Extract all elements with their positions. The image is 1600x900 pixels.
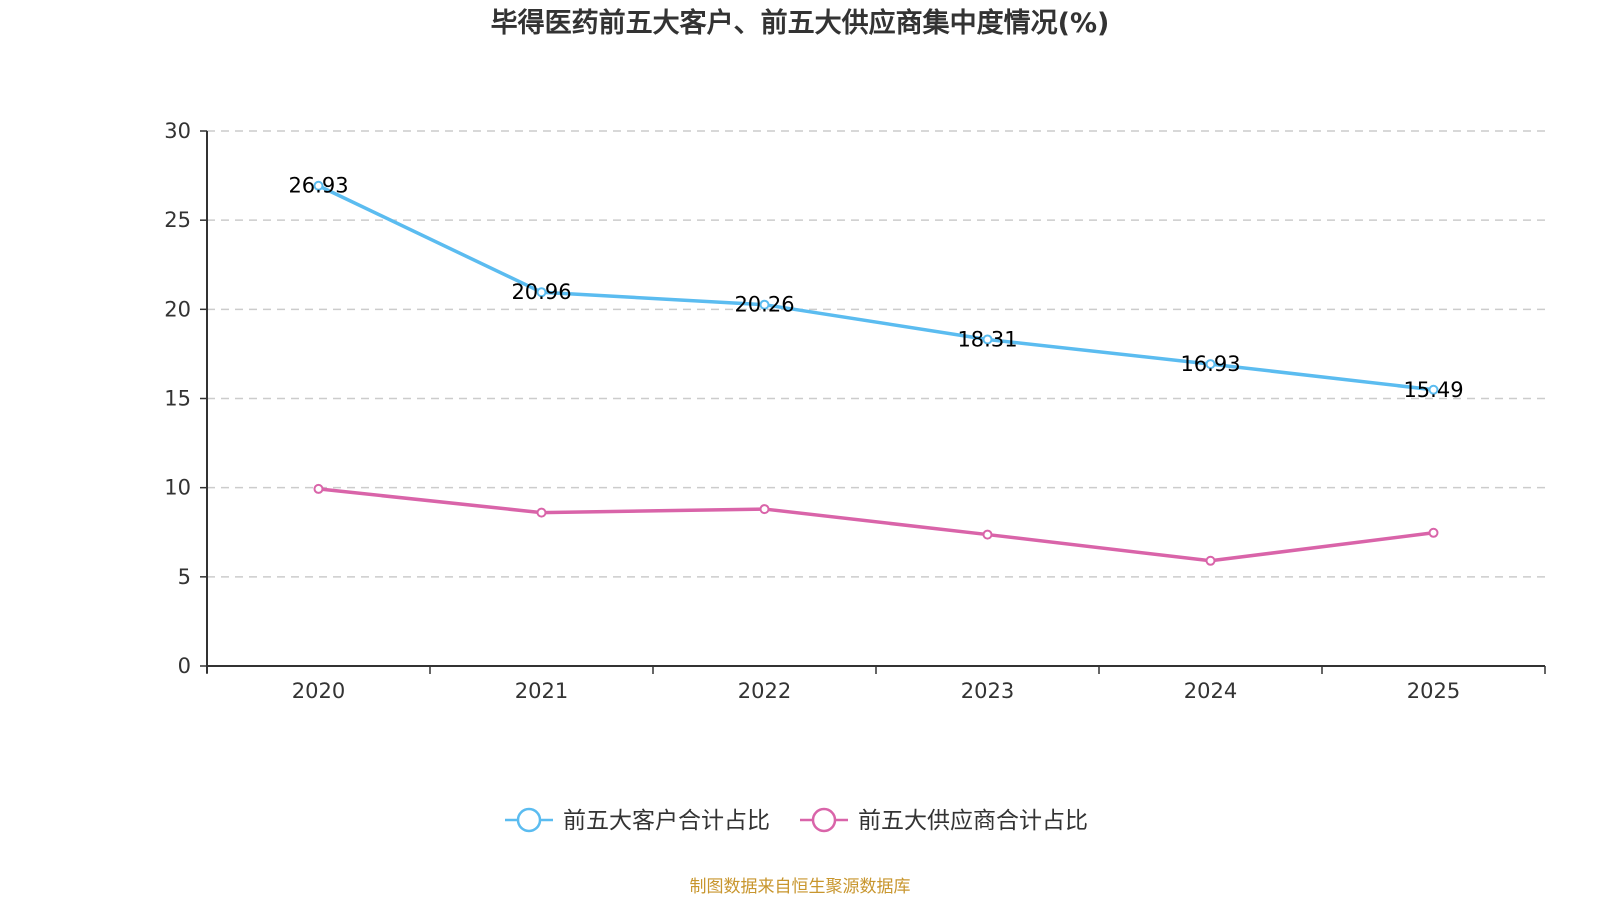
data-point <box>982 334 993 345</box>
x-tick-label: 2020 <box>292 679 345 703</box>
data-point <box>536 287 547 298</box>
legend-item[interactable]: 前五大供应商合计占比 <box>800 807 1088 834</box>
data-point <box>1205 359 1216 370</box>
data-labels: 26.93 20.96 20.26 18.31 16.93 15.49 <box>288 174 1463 402</box>
data-point <box>759 299 770 310</box>
y-tick-label: 5 <box>178 565 191 589</box>
x-tick-label: 2021 <box>515 679 568 703</box>
data-point <box>313 180 324 191</box>
gridlines <box>207 130 1545 578</box>
legend-label: 前五大供应商合计占比 <box>858 808 1088 834</box>
series-line <box>317 184 1434 392</box>
data-point <box>1205 555 1216 566</box>
data-label: 18.31 <box>957 327 1017 351</box>
data-label: 16.93 <box>1180 352 1240 376</box>
series-line <box>318 487 1434 563</box>
data-point <box>1428 527 1439 538</box>
data-label: 20.96 <box>511 280 571 304</box>
y-tick-label: 20 <box>164 297 191 321</box>
y-tick-label: 0 <box>178 654 191 678</box>
x-tick-label: 2025 <box>1407 679 1460 703</box>
series-group <box>313 180 1439 566</box>
data-label: 20.26 <box>734 293 794 317</box>
legend[interactable]: 前五大客户合计占比 前五大供应商合计占比 <box>505 807 1088 834</box>
y-tick-label: 10 <box>164 476 191 500</box>
data-point <box>536 507 547 518</box>
data-label: 15.49 <box>1403 378 1463 402</box>
data-point <box>1428 384 1439 395</box>
y-axis-ticks: 0 5 10 15 20 25 30 <box>164 119 207 678</box>
x-tick-label: 2024 <box>1184 679 1237 703</box>
x-tick-label: 2022 <box>738 679 791 703</box>
chart-title: 毕得医药前五大客户、前五大供应商集中度情况(%) <box>491 7 1110 39</box>
y-tick-label: 15 <box>164 387 191 411</box>
legend-item[interactable]: 前五大客户合计占比 <box>505 807 770 834</box>
data-label: 26.93 <box>288 174 348 198</box>
y-tick-label: 25 <box>164 208 191 232</box>
axes <box>206 131 1545 673</box>
source-note: 制图数据来自恒生聚源数据库 <box>690 877 911 897</box>
data-point <box>313 483 324 494</box>
data-point <box>759 504 770 515</box>
legend-circle-icon <box>516 807 542 833</box>
legend-circle-icon <box>811 807 837 833</box>
y-tick-label: 30 <box>164 119 191 143</box>
x-axis-ticks: 2020 2021 2022 2023 2024 2025 <box>206 666 1546 703</box>
data-point <box>982 529 993 540</box>
legend-label: 前五大客户合计占比 <box>563 808 770 834</box>
x-tick-label: 2023 <box>961 679 1014 703</box>
